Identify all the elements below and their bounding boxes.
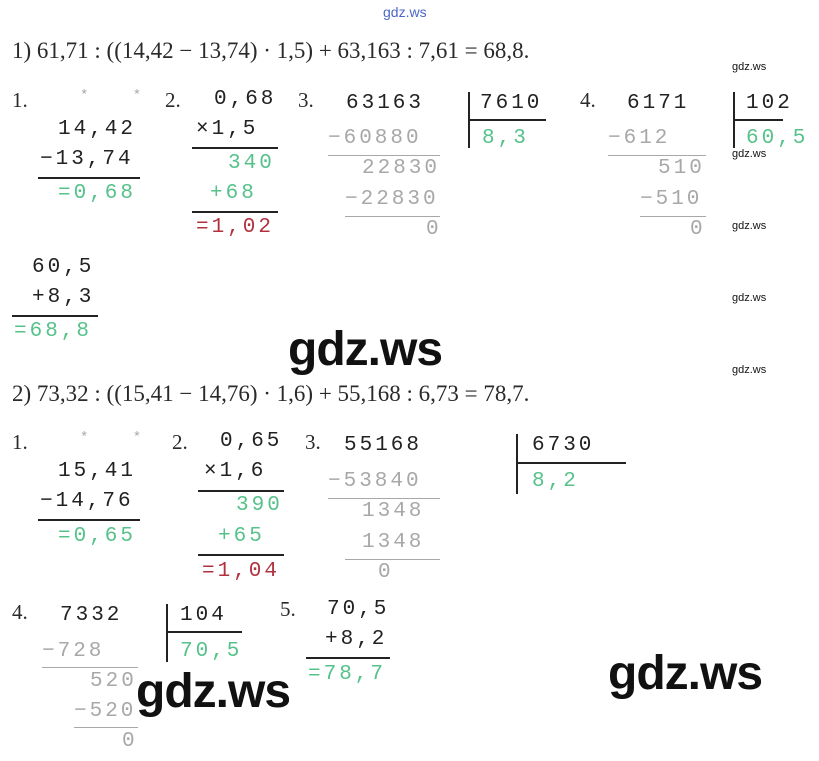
watermark-side: gdz.ws: [732, 61, 767, 73]
p1-step3-sub2: −22830: [345, 188, 439, 211]
p2-step3-dividend: 55168: [344, 434, 423, 457]
p2-step3-sub1: −53840: [328, 470, 422, 493]
problem1-equation: 1) 61,71 : ((14,42 − 13,74) · 1,5) + 63,…: [12, 38, 530, 63]
watermark-big: gdz.ws: [608, 647, 763, 700]
watermark-side: gdz.ws: [732, 220, 767, 232]
p2-step3-division-bar: [516, 434, 518, 494]
p2-step3-rule2: [345, 559, 440, 560]
p2-step1-minuend: 15,41: [58, 460, 137, 483]
p1-step3-label: 3.: [298, 88, 314, 112]
p2-step2-label: 2.: [172, 430, 188, 454]
p1-step3-divisor: 7610: [480, 92, 543, 115]
p2-step1-label: 1.: [12, 430, 28, 454]
p1-step2-partial1: 340: [228, 152, 275, 175]
p1-step2-result: =1,02: [196, 216, 275, 239]
p2-step5-label: 5.: [280, 597, 296, 621]
p2-step2-partial1: 390: [236, 494, 283, 517]
p1-step4-division-bar: [733, 92, 735, 148]
p1-step3-division-bar: [468, 92, 470, 148]
p2-step5-addend1: 70,5: [327, 598, 390, 621]
p2-step3-divisor: 6730: [532, 434, 595, 457]
p1-step3-rem1: 22830: [362, 157, 441, 180]
p2-step3-rule1: [328, 498, 440, 499]
problem2-equation: 2) 73,32 : ((15,41 − 14,76) · 1,6) + 55,…: [12, 381, 530, 406]
p1-step5-result: =68,8: [14, 320, 93, 343]
p1-step5-addend1: 60,5: [32, 256, 95, 279]
p1-step2-rule: [192, 147, 278, 149]
p1-step5-rule: [12, 315, 98, 317]
watermark-side: gdz.ws: [732, 148, 767, 160]
p1-step4-quotient: 60,5: [746, 127, 809, 150]
p1-step4-rule1: [608, 155, 706, 156]
p1-step3-quotient: 8,3: [482, 127, 529, 150]
p1-step3-rule1: [328, 155, 440, 156]
p1-step3-divisor-rule: [470, 119, 546, 121]
p2-step4-quotient: 70,5: [180, 640, 243, 663]
p2-step3-remainder: 0: [378, 561, 394, 584]
p2-step1-result: =0,65: [58, 525, 137, 548]
p1-step2-partial2: +68: [210, 182, 257, 205]
p1-step1-minuend: 14,42: [58, 118, 137, 141]
p1-step3-sub1: −60880: [328, 127, 422, 150]
p2-step2-multiplier: ×1,6: [204, 460, 267, 483]
p2-step2-multiplicand: 0,65: [220, 430, 283, 453]
p2-step4-divisor: 104: [180, 604, 227, 627]
watermark-side: gdz.ws: [732, 292, 767, 304]
p2-step4-division-bar: [166, 604, 168, 662]
watermark-big: gdz.ws: [136, 665, 291, 718]
p2-step2-rule2: [198, 554, 284, 556]
p2-step5-rule: [306, 657, 390, 659]
p2-step4-dividend: 7332: [60, 604, 123, 627]
p2-step3-sub2: 1348: [362, 531, 425, 554]
stars-decoration: * *: [80, 88, 160, 104]
p2-step4-rule1: [42, 667, 138, 668]
p2-step4-remainder: 0: [122, 730, 138, 753]
p1-step3-rule2: [345, 216, 440, 217]
p1-step4-remainder: 0: [690, 218, 706, 241]
p1-step4-label: 4.: [580, 88, 596, 112]
p2-step4-label: 4.: [12, 600, 28, 624]
p1-step4-divisor: 102: [746, 92, 793, 115]
p1-step2-multiplicand: 0,68: [214, 88, 277, 111]
p2-step4-sub2: −520: [74, 700, 137, 723]
p1-step4-dividend: 6171: [627, 92, 690, 115]
stars-decoration: * *: [80, 430, 160, 446]
p1-step1-label: 1.: [12, 88, 28, 112]
p2-step3-quotient: 8,2: [532, 470, 579, 493]
p1-step1-result: =0,68: [58, 182, 137, 205]
p2-step5-addend2: +8,2: [325, 628, 388, 651]
watermark-top: gdz.ws: [383, 4, 427, 20]
p2-step3-rem1: 1348: [362, 500, 425, 523]
p1-step4-rule2: [640, 216, 706, 217]
p1-step1-rule: [38, 177, 140, 179]
p2-step5-result: =78,7: [308, 663, 387, 686]
p1-step4-divisor-rule: [735, 119, 783, 121]
watermark-big: gdz.ws: [288, 323, 443, 376]
p2-step4-rem1: 520: [90, 670, 137, 693]
p1-step2-label: 2.: [165, 88, 181, 112]
p2-step1-subtrahend: −14,76: [40, 490, 134, 513]
p2-step2-partial2: +65: [218, 525, 265, 548]
p1-step1-subtrahend: −13,74: [40, 148, 134, 171]
p1-step4-sub1: −612: [608, 127, 671, 150]
p2-step4-sub1: −728: [42, 640, 105, 663]
p1-step2-multiplier: ×1,5: [196, 118, 259, 141]
p2-step3-divisor-rule: [518, 462, 626, 464]
p1-step3-dividend: 63163: [346, 92, 425, 115]
watermark-side: gdz.ws: [732, 364, 767, 376]
p2-step4-divisor-rule: [168, 631, 242, 633]
p2-step3-label: 3.: [305, 430, 321, 454]
p2-step2-rule: [198, 490, 284, 492]
p1-step4-rem1: 510: [658, 157, 705, 180]
p1-step5-addend2: +8,3: [32, 286, 95, 309]
p2-step1-rule: [38, 519, 140, 521]
p1-step2-rule2: [192, 211, 278, 213]
p2-step4-rule2: [74, 727, 138, 728]
p1-step3-remainder: 0: [426, 218, 442, 241]
p1-step4-sub2: −510: [640, 188, 703, 211]
p2-step2-result: =1,04: [202, 560, 281, 583]
